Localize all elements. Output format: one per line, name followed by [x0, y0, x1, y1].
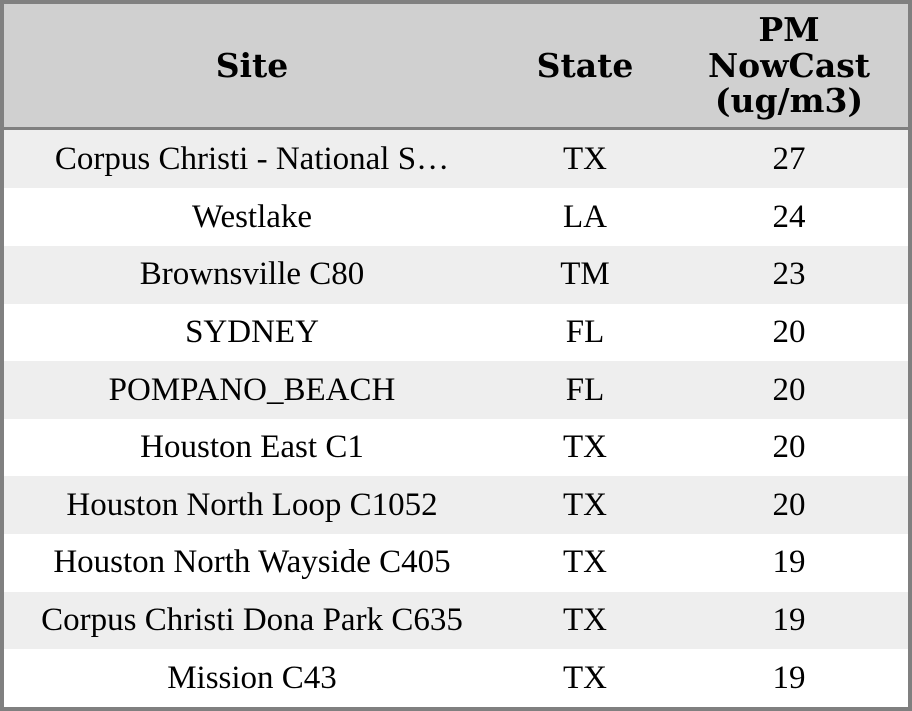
- pm-cell: 20: [772, 313, 806, 350]
- site-cell: Westlake: [191, 198, 313, 235]
- column-header-site[interactable]: Site: [4, 4, 500, 130]
- site-cell: Corpus Christi - National S…: [54, 140, 450, 177]
- pm-cell: 27: [772, 140, 806, 177]
- state-cell: TX: [563, 140, 607, 177]
- site-cell: Houston North Wayside C405: [53, 544, 451, 581]
- state-cell: TM: [560, 256, 610, 293]
- pm-cell: 19: [772, 602, 806, 638]
- pm-cell: 19: [772, 544, 806, 581]
- pm-cell: 20: [772, 429, 806, 466]
- site-cell: Corpus Christi Dona Park C635: [41, 602, 463, 638]
- table-row: Houston East C1 TX 20: [4, 418, 908, 477]
- table-row: Westlake LA 24: [4, 188, 908, 247]
- site-cell: POMPANO_BEACH: [108, 371, 396, 408]
- state-cell: FL: [565, 313, 605, 350]
- column-header-site-label: Site: [215, 45, 289, 85]
- pm-nowcast-table: Site State PM NowCast (ug/m3) Corpus Chr…: [4, 4, 908, 707]
- state-cell: TX: [563, 544, 607, 581]
- table-body: Corpus Christi - National S… TX 27 Westl…: [4, 128, 908, 707]
- pm-cell: 20: [772, 486, 806, 523]
- state-cell: TX: [563, 486, 607, 523]
- table-row: Corpus Christi Dona Park C635 TX 19: [4, 591, 908, 650]
- site-cell: SYDNEY: [185, 313, 319, 350]
- site-cell: Brownsville C80: [139, 256, 365, 293]
- state-cell: TX: [563, 429, 607, 466]
- table-row: Houston North Loop C1052 TX 20: [4, 476, 908, 535]
- header-row: Site State PM NowCast (ug/m3): [4, 4, 908, 130]
- pm-cell: 23: [772, 256, 806, 293]
- state-cell: FL: [565, 371, 605, 408]
- table-row: Mission C43 TX 19: [4, 649, 908, 707]
- table-header: Site State PM NowCast (ug/m3): [4, 4, 908, 130]
- state-cell: LA: [563, 198, 607, 235]
- column-header-pm-nowcast[interactable]: PM NowCast (ug/m3): [670, 4, 908, 130]
- table-row: Corpus Christi - National S… TX 27: [4, 128, 908, 189]
- table-row: Houston North Wayside C405 TX 19: [4, 534, 908, 592]
- column-header-state-label: State: [536, 45, 634, 85]
- site-cell: Houston East C1: [140, 429, 364, 466]
- table-row: Brownsville C80 TM 23: [4, 246, 908, 304]
- state-cell: TX: [563, 602, 607, 638]
- column-header-pm-nowcast-label: PM NowCast (ug/m3): [707, 10, 871, 121]
- pm-cell: 24: [772, 198, 806, 235]
- column-header-state[interactable]: State: [500, 4, 670, 130]
- site-cell: Houston North Loop C1052: [66, 486, 438, 523]
- state-cell: TX: [563, 659, 607, 696]
- site-cell: Mission C43: [167, 659, 337, 696]
- pm-cell: 20: [772, 371, 806, 408]
- table-row: SYDNEY FL 20: [4, 303, 908, 362]
- pm-cell: 19: [772, 659, 806, 696]
- table-row: POMPANO_BEACH FL 20: [4, 361, 908, 419]
